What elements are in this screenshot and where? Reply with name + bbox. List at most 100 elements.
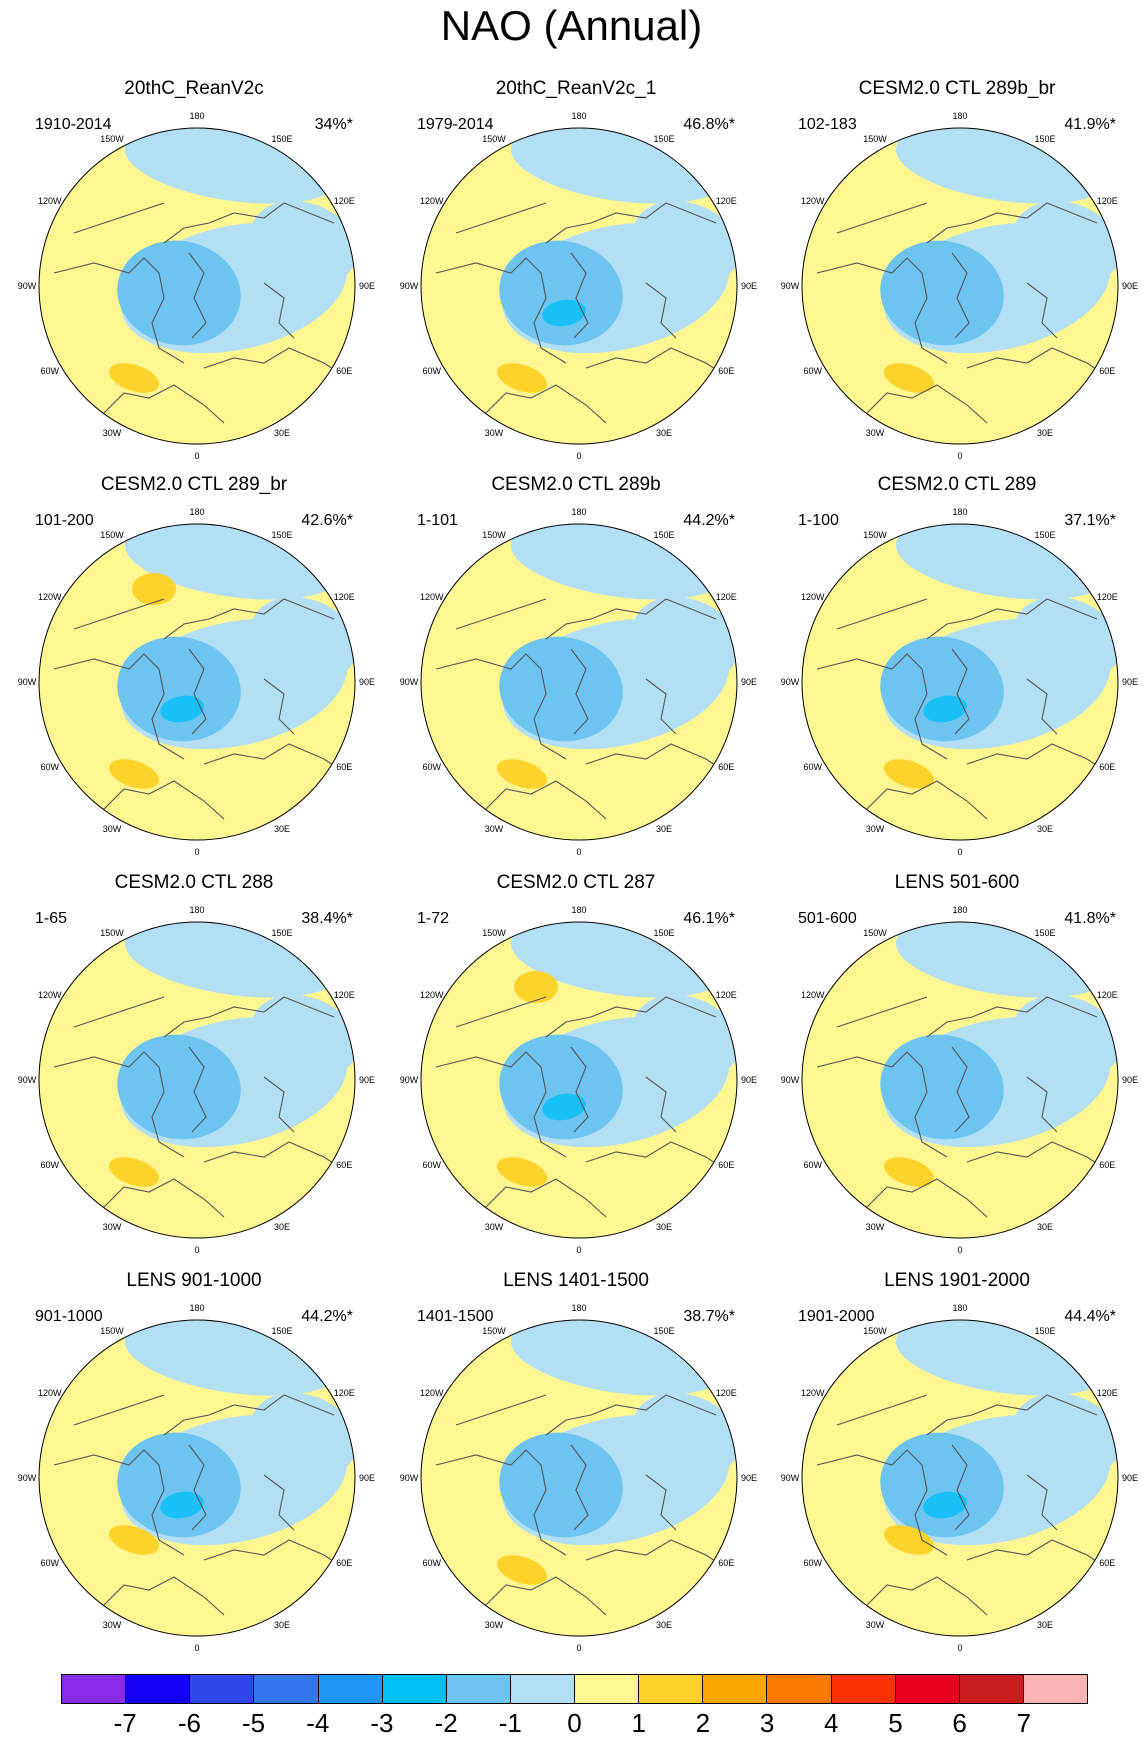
coastlines — [53, 598, 355, 820]
arctic-core-negative — [880, 240, 1004, 346]
longitude-label: 150W — [482, 928, 506, 938]
map-panel: CESM2.0 CTL 289b_br 102-183 41.9%* 180 150E 1… — [766, 78, 1143, 476]
longitude-label: 60W — [41, 1558, 60, 1568]
map-panel: LENS 1401-1500 1401-1500 38.7%* 180 150E 120E… — [385, 1270, 767, 1668]
pacific-positive-lobe — [514, 971, 558, 1003]
longitude-label: 60W — [423, 1160, 442, 1170]
longitude-label: 0 — [576, 1245, 581, 1255]
longitude-label: 120E — [1097, 196, 1118, 206]
polar-map: 180 150E 120E 90E 60E 30E 0 30W 60W 90W 120W 150W — [400, 507, 757, 857]
longitude-label: 60E — [1099, 762, 1115, 772]
longitude-label: 0 — [957, 1245, 962, 1255]
longitude-label: 90E — [1122, 677, 1138, 687]
colorbar-swatch — [831, 1675, 896, 1703]
longitude-label: 30E — [1037, 428, 1053, 438]
colorbar-swatch — [767, 1675, 832, 1703]
longitude-label: 90W — [18, 677, 37, 687]
colorbar-swatch — [959, 1675, 1024, 1703]
longitude-label: 150W — [863, 1326, 887, 1336]
panel-variance-percent: 44.4%* — [1064, 1308, 1116, 1325]
longitude-label: 30W — [103, 428, 122, 438]
panel-title: LENS 501-600 — [894, 872, 1020, 893]
longitude-label: 90E — [1122, 281, 1138, 291]
longitude-label: 180 — [952, 905, 967, 915]
longitude-label: 150W — [482, 134, 506, 144]
panel-years: 1-101 — [417, 512, 458, 529]
longitude-label: 30E — [656, 1620, 672, 1630]
longitude-label: 90E — [1122, 1473, 1138, 1483]
colorbar-swatch — [126, 1675, 191, 1703]
longitude-label: 30W — [485, 1222, 504, 1232]
longitude-label: 30W — [103, 1222, 122, 1232]
colorbar-swatch — [510, 1675, 575, 1703]
longitude-label: 120E — [334, 1388, 355, 1398]
panel-years: 102-183 — [798, 116, 857, 133]
figure-title: NAO (Annual) — [440, 2, 703, 49]
map-boundary — [38, 1319, 356, 1637]
longitude-label: 60W — [423, 1558, 442, 1568]
longitude-label: 60E — [1099, 1558, 1115, 1568]
colorbar-tick-label: -7 — [113, 1708, 137, 1738]
longitude-label: 90W — [781, 1075, 800, 1085]
coastlines — [816, 598, 1118, 820]
colorbar-tick-label: -3 — [370, 1708, 394, 1738]
longitude-label: 60E — [336, 1160, 352, 1170]
arctic-center-strong-negative — [160, 1491, 204, 1519]
longitude-label: 150E — [653, 530, 674, 540]
arctic-core-negative — [117, 636, 241, 742]
longitude-label: 150E — [271, 134, 292, 144]
longitude-label: 120E — [1097, 1388, 1118, 1398]
longitude-label: 30E — [1037, 1222, 1053, 1232]
longitude-label: 30E — [274, 428, 290, 438]
longitude-label: 150E — [1034, 1326, 1055, 1336]
colorbar-swatch — [254, 1675, 319, 1703]
colorbar-tick-label: 1 — [631, 1708, 646, 1738]
longitude-label: 90W — [400, 1473, 419, 1483]
longitude-label: 0 — [576, 451, 581, 461]
arctic-center-strong-negative — [542, 1093, 586, 1121]
atlantic-positive-lobe — [496, 1157, 548, 1187]
polar-map: 180 150E 120E 90E 60E 30E 0 30W 60W 90W 120W 150W — [18, 905, 375, 1255]
longitude-label: 30W — [866, 1222, 885, 1232]
longitude-label: 180 — [571, 111, 586, 121]
longitude-label: 60E — [718, 1160, 734, 1170]
colorbar: -7 -6 -5 -4 -3 -2 -1 0 1 2 3 4 5 6 7 — [0, 1674, 1143, 1738]
longitude-label: 150E — [1034, 134, 1055, 144]
longitude-label: 30E — [656, 428, 672, 438]
panel-title: LENS 901-1000 — [126, 1270, 262, 1291]
colorbar-swatch — [190, 1675, 255, 1703]
longitude-label: 90W — [400, 677, 419, 687]
colorbar-tick-label: 3 — [759, 1708, 775, 1738]
longitude-label: 180 — [952, 111, 967, 121]
longitude-label: 180 — [189, 905, 204, 915]
longitude-label: 30E — [656, 824, 672, 834]
longitude-label: 150W — [863, 530, 887, 540]
longitude-label: 90W — [781, 677, 800, 687]
longitude-label: 180 — [189, 1303, 204, 1313]
arctic-center-strong-negative — [923, 695, 967, 723]
colorbar-tick-label: 4 — [824, 1708, 839, 1738]
panel-variance-percent: 41.8%* — [1064, 910, 1116, 927]
map-boundary — [420, 523, 738, 841]
panel-variance-percent: 38.4%* — [301, 910, 353, 927]
polar-map: 180 150E 120E 90E 60E 30E 0 30W 60W 90W 120W 150W — [400, 111, 757, 461]
colorbar-tick-label: -2 — [434, 1708, 458, 1738]
map-boundary — [420, 921, 738, 1239]
longitude-label: 120W — [38, 990, 62, 1000]
colorbar-swatch — [446, 1675, 511, 1703]
map-panel: CESM2.0 CTL 289 1-100 37.1%* 180 150E 120E 90E… — [766, 474, 1143, 872]
longitude-label: 120E — [716, 1388, 737, 1398]
polar-map: 180 150E 120E 90E 60E 30E 0 30W 60W 90W 120W 150W — [781, 507, 1138, 857]
longitude-label: 90W — [400, 281, 419, 291]
longitude-label: 30W — [103, 824, 122, 834]
longitude-label: 120W — [38, 196, 62, 206]
longitude-label: 60E — [336, 366, 352, 376]
longitude-label: 120E — [716, 196, 737, 206]
panel-years: 901-1000 — [35, 1308, 103, 1325]
colorbar-tick-label: 2 — [695, 1708, 711, 1738]
colorbar-tick-label: 6 — [952, 1708, 967, 1738]
colorbar-tick-label: 0 — [567, 1708, 582, 1738]
longitude-label: 60W — [804, 366, 823, 376]
panel-title: CESM2.0 CTL 289 — [877, 474, 1037, 495]
panel-years: 1910-2014 — [35, 116, 112, 133]
